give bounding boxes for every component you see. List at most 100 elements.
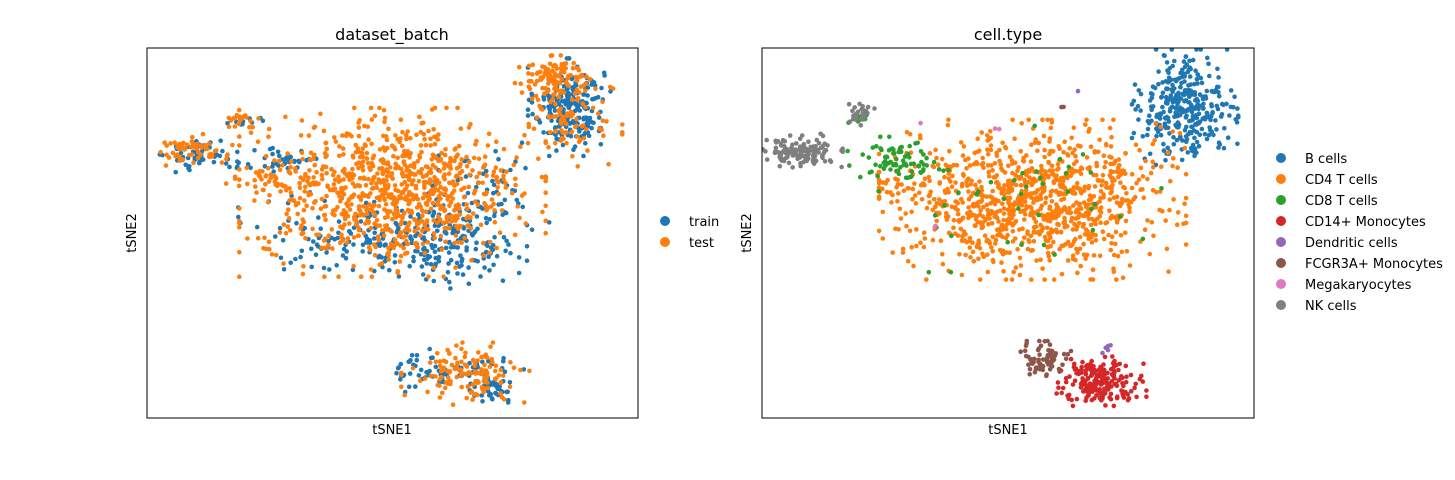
data-point xyxy=(223,161,229,166)
data-point xyxy=(218,138,223,144)
data-point xyxy=(1018,263,1024,268)
data-point xyxy=(380,160,386,165)
data-point xyxy=(1086,197,1092,203)
data-point xyxy=(949,204,955,209)
data-point xyxy=(433,359,439,365)
data-point xyxy=(1045,117,1050,123)
data-point xyxy=(1181,59,1187,64)
data-point xyxy=(1119,249,1124,255)
data-point xyxy=(1213,118,1218,123)
data-point xyxy=(822,148,828,153)
data-point xyxy=(344,131,350,136)
data-point xyxy=(298,133,304,138)
data-point xyxy=(992,126,998,131)
data-point xyxy=(960,200,965,205)
data-point xyxy=(286,169,291,174)
data-point xyxy=(474,214,480,219)
data-point xyxy=(340,146,346,151)
data-point xyxy=(392,212,397,217)
data-point xyxy=(948,179,953,184)
data-point xyxy=(479,354,484,360)
data-point xyxy=(190,134,195,140)
data-point xyxy=(419,228,425,234)
data-point xyxy=(1017,227,1022,232)
data-point xyxy=(1160,90,1166,96)
data-point xyxy=(460,340,465,345)
data-point xyxy=(813,147,818,153)
data-point xyxy=(1123,230,1128,236)
data-point xyxy=(591,96,597,102)
data-point xyxy=(881,160,886,166)
data-point xyxy=(337,178,343,183)
data-point xyxy=(431,179,437,184)
data-point xyxy=(386,192,391,197)
data-point xyxy=(1071,161,1077,167)
data-point xyxy=(255,235,261,241)
data-point xyxy=(1015,168,1020,174)
data-point xyxy=(387,267,392,273)
data-point xyxy=(330,246,335,251)
data-point xyxy=(1176,99,1181,104)
data-point xyxy=(876,177,882,183)
data-point xyxy=(1156,69,1161,74)
data-point xyxy=(481,389,486,395)
data-point xyxy=(1070,382,1076,387)
data-point xyxy=(398,230,404,235)
data-point xyxy=(321,265,327,271)
data-point xyxy=(980,224,986,229)
data-point xyxy=(1047,151,1052,157)
data-point xyxy=(1094,173,1099,178)
data-point xyxy=(918,170,924,176)
data-point xyxy=(884,189,890,195)
data-point xyxy=(491,262,496,268)
data-point xyxy=(899,144,904,150)
data-point xyxy=(375,171,380,176)
data-point xyxy=(407,220,412,225)
data-point xyxy=(1080,359,1085,365)
data-point xyxy=(386,250,392,255)
data-point xyxy=(442,172,448,177)
data-point xyxy=(495,185,501,190)
data-point xyxy=(540,209,545,215)
data-point xyxy=(1022,208,1027,213)
data-point xyxy=(494,175,500,180)
data-point xyxy=(533,93,539,99)
data-point xyxy=(531,126,537,131)
data-point xyxy=(583,127,589,132)
data-point xyxy=(1037,352,1042,358)
data-point xyxy=(351,172,357,178)
data-point xyxy=(1124,248,1130,254)
data-point xyxy=(526,63,532,69)
data-point xyxy=(438,184,443,190)
data-point xyxy=(1000,201,1005,206)
data-point xyxy=(914,227,919,232)
data-point xyxy=(1179,157,1185,163)
data-point xyxy=(1183,242,1189,247)
data-point xyxy=(432,175,437,180)
data-point xyxy=(1109,372,1115,377)
data-point xyxy=(306,175,311,180)
data-point xyxy=(1072,191,1078,196)
data-point xyxy=(492,382,497,388)
data-point xyxy=(372,174,377,180)
data-point xyxy=(1029,277,1034,282)
data-point xyxy=(291,198,297,203)
data-point xyxy=(471,155,477,161)
data-point xyxy=(530,62,536,67)
data-point xyxy=(1127,209,1132,215)
data-point xyxy=(399,190,405,196)
data-point xyxy=(973,182,978,188)
data-point xyxy=(1208,117,1213,123)
data-point xyxy=(420,272,426,277)
data-point xyxy=(356,233,361,239)
data-point xyxy=(1192,135,1197,141)
data-point xyxy=(415,212,421,217)
data-point xyxy=(437,168,443,174)
data-point xyxy=(404,250,410,256)
data-point xyxy=(1054,391,1059,396)
data-point xyxy=(398,253,404,259)
data-point xyxy=(430,213,436,218)
data-point xyxy=(1038,206,1043,211)
data-point xyxy=(350,267,356,273)
data-point xyxy=(453,355,458,361)
